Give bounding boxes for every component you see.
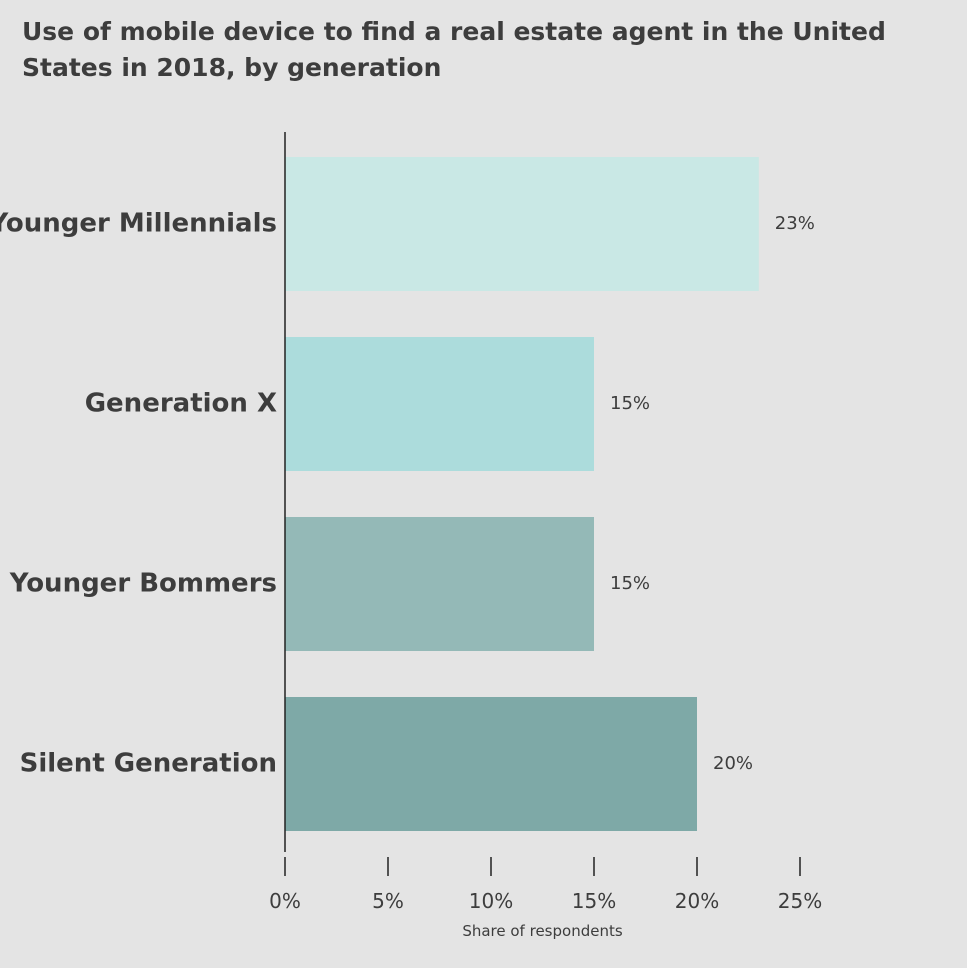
bar [285,157,759,291]
category-label: Younger Bommers [9,569,277,599]
category-label: Generation X [85,389,277,419]
chart-title: Use of mobile device to find a real esta… [22,17,886,82]
x-tick-label: 10% [469,889,513,913]
x-axis-title: Share of respondents [462,922,623,940]
category-label: Silent Generation [20,749,277,779]
data-label: 15% [610,393,650,414]
x-tick-label: 5% [372,889,404,913]
x-tick-label: 20% [675,889,719,913]
data-label: 23% [775,213,815,234]
data-label: 15% [610,573,650,594]
bar [285,337,594,471]
x-tick-label: 0% [269,889,301,913]
bar [285,517,594,651]
x-tick-label: 15% [572,889,616,913]
data-label: 20% [713,753,753,774]
bar [285,697,697,831]
category-label: Younger Millennials [0,209,277,239]
x-tick-label: 25% [778,889,822,913]
